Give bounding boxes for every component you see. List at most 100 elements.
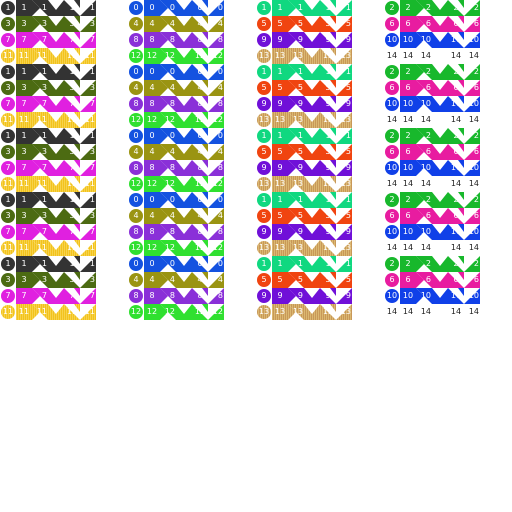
sprite-shape [32,256,48,272]
sprite-tile: 4 [144,272,160,288]
sprite-shape [160,96,176,112]
sprite-shape [48,256,64,272]
sprite-tile: 1 [288,192,304,208]
sprite-tile: 9 [336,288,352,304]
sprite-shape [336,224,352,240]
sprite-shape [385,289,399,303]
sprite-tile [176,80,192,96]
sprite-shape [48,96,64,112]
sprite-tile: 2 [384,128,400,144]
sprite-tile: 14 [464,112,480,128]
sprite-tile [48,48,64,64]
sprite-shape [304,288,320,304]
sprite-shape [385,257,399,271]
sprite-shape [48,288,64,304]
sprite-shape [1,193,15,207]
sprite-tile: 3 [0,144,16,160]
tile-row: 13 13 13 13 13 [256,304,352,320]
sprite-shape [192,176,208,192]
sprite-shape [288,272,304,288]
sprite-tile: 11 [32,304,48,320]
sprite-shape [64,288,80,304]
sprite-tile [48,192,64,208]
sprite-tile: 11 [64,304,80,320]
sprite-tile [432,96,448,112]
sprite-shape [208,80,224,96]
sprite-tile: 1 [256,64,272,80]
sprite-tile: 7 [16,32,32,48]
sprite-tile: 5 [336,144,352,160]
sprite-shape [80,192,96,208]
sprite-shape [144,304,160,320]
sprite-tile: 12 [208,176,224,192]
sprite-shape [432,48,448,64]
sprite-tile: 5 [272,208,288,224]
sprite-shape [448,240,464,256]
sprite-tile: 5 [336,272,352,288]
sprite-shape [320,96,336,112]
sprite-shape [385,129,399,143]
sprite-tile [176,0,192,16]
sprite-tile: 8 [128,96,144,112]
sprite-shape [400,0,416,16]
sprite-tile [48,64,64,80]
sprite-tile: 12 [208,240,224,256]
sprite-tile: 5 [272,80,288,96]
sprite-tile: 1 [288,0,304,16]
sprite-tile: 3 [64,80,80,96]
sprite-tile: 4 [128,80,144,96]
sprite-tile: 1 [64,64,80,80]
sprite-shape [64,256,80,272]
sprite-tile [48,256,64,272]
sprite-shape [176,208,192,224]
sprite-shape [176,160,192,176]
sprite-shape [176,256,192,272]
sprite-tile: 4 [208,144,224,160]
sprite-shape [176,272,192,288]
sprite-shape [385,145,399,159]
sprite-tile: 11 [32,176,48,192]
sprite-tile: 1 [272,256,288,272]
sprite-shape [257,273,271,287]
sprite-tile: 1 [64,256,80,272]
sprite-tile: 9 [272,288,288,304]
sprite-tile [48,80,64,96]
sprite-tile: 6 [464,272,480,288]
sprite-shape [336,160,352,176]
sprite-shape [385,273,399,287]
sprite-tile: 12 [128,176,144,192]
sprite-shape [288,80,304,96]
sprite-tile: 9 [288,224,304,240]
sprite-tile: 8 [160,32,176,48]
sprite-shape [64,240,80,256]
sprite-shape [336,80,352,96]
sprite-shape [192,128,208,144]
tile-row: 13 13 13 13 13 [256,48,352,64]
sprite-tile: 7 [0,160,16,176]
sprite-tile: 4 [144,208,160,224]
sprite-shape [320,0,336,16]
sprite-tile: 6 [384,144,400,160]
sprite-shape [288,288,304,304]
sprite-shape [320,80,336,96]
sprite-shape [400,160,416,176]
sprite-shape [257,1,271,15]
sprite-tile: 3 [64,208,80,224]
sprite-tile: 14 [464,176,480,192]
sprite-shape [448,160,464,176]
sprite-shape [129,1,143,15]
sprite-tile: 0 [160,64,176,80]
sprite-tile: 9 [256,160,272,176]
sprite-shape [257,193,271,207]
sprite-shape [432,240,448,256]
sprite-tile: 4 [160,80,176,96]
sprite-shape [336,192,352,208]
sprite-shape [80,96,96,112]
